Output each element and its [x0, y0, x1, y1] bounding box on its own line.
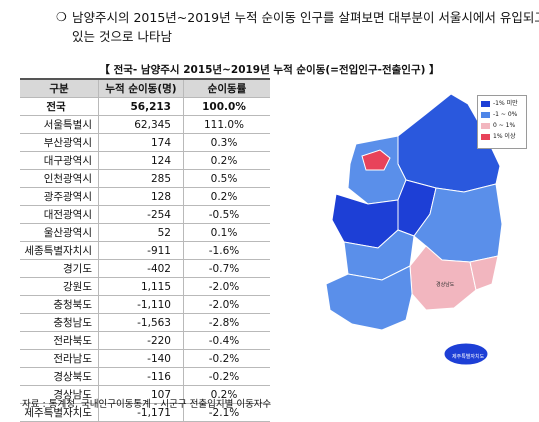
- cell-region: 경상북도: [20, 367, 99, 386]
- legend-label: 1% 이상: [493, 133, 516, 140]
- table-row: 전라북도 -220 -0.4%: [20, 331, 270, 350]
- header-net-migration: 누적 순이동(명): [98, 79, 184, 98]
- table-row: 인천광역시 285 0.5%: [20, 169, 270, 188]
- map-region-jeonnam: [325, 265, 413, 331]
- legend-item: -1% 미만: [481, 100, 518, 108]
- source-note: 자료 : 통계청, 국내인구이동통계 - 시군구 전출입지별 이동자수: [22, 399, 272, 410]
- cell-rate: -2.8%: [183, 313, 270, 332]
- header-rate: 순이동률: [183, 79, 270, 98]
- cell-value: -254: [98, 205, 184, 224]
- intro-line-1: 남양주시의 2015년~2019년 누적 순이동 인구를 살펴보면 대부분이 서…: [72, 10, 539, 25]
- cell-value: 62,345: [98, 115, 184, 134]
- cell-value: 128: [98, 187, 184, 206]
- table-row: 대구광역시 124 0.2%: [20, 151, 270, 170]
- map-label-jeju: 제주특별자치도: [452, 353, 485, 360]
- cell-rate: -2.0%: [183, 277, 270, 296]
- migration-table: 구분 누적 순이동(명) 순이동률 전국 56,213 100.0% 서울특별시…: [20, 78, 270, 422]
- cell-value: 124: [98, 151, 184, 170]
- table-row: 강원도 1,115 -2.0%: [20, 277, 270, 296]
- table-row-total: 전국 56,213 100.0%: [20, 97, 270, 116]
- cell-region: 광주광역시: [20, 187, 99, 206]
- legend-swatch: [481, 111, 490, 118]
- cell-value: -220: [98, 331, 184, 350]
- legend-label: 0 ~ 1%: [493, 122, 516, 129]
- cell-rate: 0.2%: [183, 187, 270, 206]
- cell-region: 강원도: [20, 277, 99, 296]
- table-row: 서울특별시 62,345 111.0%: [20, 115, 270, 134]
- table-row: 경상남도 107 0.2%: [20, 385, 270, 404]
- cell-value: -1,110: [98, 295, 184, 314]
- cell-rate: 0.2%: [183, 385, 270, 404]
- cell-region: 서울특별시: [20, 115, 99, 134]
- table-body: 전국 56,213 100.0% 서울특별시 62,345 111.0% 부산광역시 1…: [20, 97, 270, 422]
- cell-region: 전라남도: [20, 349, 99, 368]
- legend-swatch: [481, 133, 490, 140]
- table-row: 경기도 -402 -0.7%: [20, 259, 270, 278]
- cell-value: -116: [98, 367, 184, 386]
- table-row: 경상북도 -116 -0.2%: [20, 367, 270, 386]
- cell-region: 세종특별자치시: [20, 241, 99, 260]
- table-row: 충청남도 -1,563 -2.8%: [20, 313, 270, 332]
- legend-item: 0 ~ 1%: [481, 122, 515, 130]
- cell-rate: 0.2%: [183, 151, 270, 170]
- map-region-busan-ulsan: [469, 255, 499, 291]
- table-row: 충청북도 -1,110 -2.0%: [20, 295, 270, 314]
- legend-label: -1% 미만: [493, 100, 518, 107]
- cell-region: 대구광역시: [20, 151, 99, 170]
- table-header-row: 구분 누적 순이동(명) 순이동률: [20, 79, 270, 98]
- cell-rate: -0.2%: [183, 349, 270, 368]
- cell-region: 경상남도: [20, 385, 99, 404]
- cell-region: 인천광역시: [20, 169, 99, 188]
- table-row: 전라남도 -140 -0.2%: [20, 349, 270, 368]
- korea-migration-map: 경상남도 제주특별자치도: [325, 93, 503, 366]
- cell-rate: -2.0%: [183, 295, 270, 314]
- cell-value: -140: [98, 349, 184, 368]
- legend-label: -1 ~ 0%: [493, 111, 518, 118]
- cell-value: -1,563: [98, 313, 184, 332]
- cell-region: 울산광역시: [20, 223, 99, 242]
- legend-swatch: [481, 122, 490, 129]
- legend-item: 1% 이상: [481, 133, 515, 141]
- legend-swatch: [481, 100, 490, 107]
- table-row: 부산광역시 174 0.3%: [20, 133, 270, 152]
- map-label-gyeongnam: 경상남도: [436, 281, 455, 288]
- cell-value: 52: [98, 223, 184, 242]
- cell-value: 56,213: [98, 97, 184, 116]
- cell-value: -402: [98, 259, 184, 278]
- cell-rate: -0.5%: [183, 205, 270, 224]
- cell-region: 경기도: [20, 259, 99, 278]
- header-region: 구분: [20, 79, 99, 98]
- cell-rate: 100.0%: [183, 97, 270, 116]
- cell-rate: -0.2%: [183, 367, 270, 386]
- cell-rate: -0.7%: [183, 259, 270, 278]
- map-legend: -1% 미만 -1 ~ 0% 0 ~ 1% 1% 이상: [477, 95, 527, 149]
- intro-line-2: 있는 것으로 나타남: [72, 29, 172, 44]
- cell-region: 전라북도: [20, 331, 99, 350]
- cell-region: 부산광역시: [20, 133, 99, 152]
- cell-rate: 0.5%: [183, 169, 270, 188]
- figure-caption: 【 전국- 남양주시 2015년~2019년 누적 순이동(=전입인구-전출인구…: [99, 64, 440, 76]
- cell-value: 1,115: [98, 277, 184, 296]
- table-row: 세종특별자치시 -911 -1.6%: [20, 241, 270, 260]
- cell-rate: 111.0%: [183, 115, 270, 134]
- cell-rate: -0.4%: [183, 331, 270, 350]
- cell-value: 107: [98, 385, 184, 404]
- cell-region: 대전광역시: [20, 205, 99, 224]
- cell-rate: 0.1%: [183, 223, 270, 242]
- map-region-seoul: [361, 149, 391, 171]
- cell-region: 충청남도: [20, 313, 99, 332]
- cell-value: 285: [98, 169, 184, 188]
- cell-region: 전국: [20, 97, 99, 116]
- cell-rate: 0.3%: [183, 133, 270, 152]
- bullet-icon: ❍: [56, 10, 67, 24]
- cell-value: -911: [98, 241, 184, 260]
- cell-value: 174: [98, 133, 184, 152]
- table-row: 울산광역시 52 0.1%: [20, 223, 270, 242]
- cell-region: 충청북도: [20, 295, 99, 314]
- legend-item: -1 ~ 0%: [481, 111, 517, 119]
- table-row: 대전광역시 -254 -0.5%: [20, 205, 270, 224]
- table-row: 광주광역시 128 0.2%: [20, 187, 270, 206]
- map-region-jeju: [443, 342, 489, 366]
- cell-rate: -1.6%: [183, 241, 270, 260]
